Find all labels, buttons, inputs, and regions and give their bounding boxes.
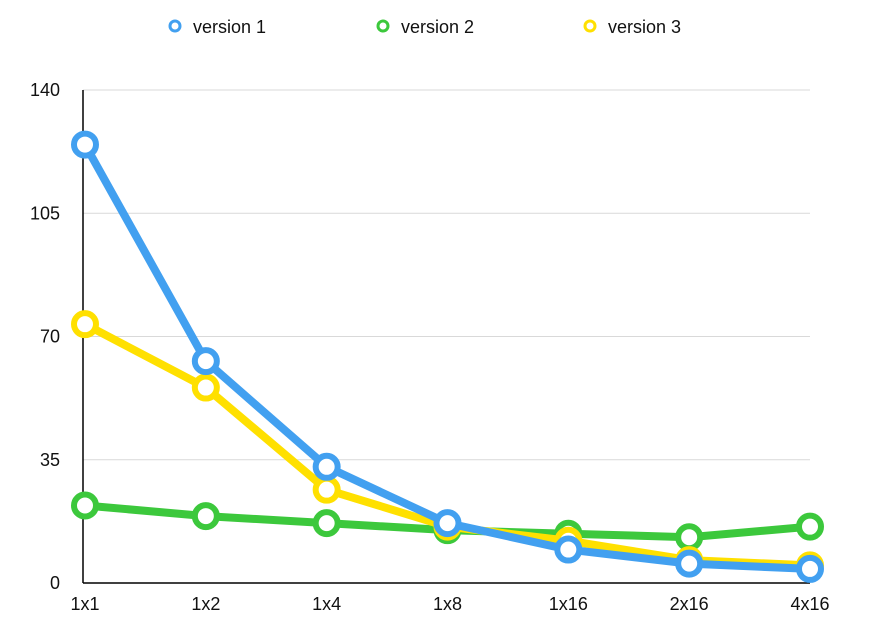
data-point xyxy=(312,509,341,538)
y-tick-label: 70 xyxy=(40,327,60,347)
data-point xyxy=(433,509,462,538)
data-point xyxy=(554,535,583,564)
legend-item: version 2 xyxy=(376,17,474,37)
data-point xyxy=(191,502,220,531)
x-tick-label: 1x16 xyxy=(549,594,588,614)
data-point xyxy=(796,512,824,541)
x-tick-label: 1x4 xyxy=(312,594,341,614)
data-point xyxy=(71,491,99,520)
data-point xyxy=(312,452,341,481)
legend-label: version 2 xyxy=(401,17,474,37)
y-tick-label: 140 xyxy=(30,80,60,100)
y-axis-tick-labels: 0 35 70 105 140 xyxy=(30,80,60,593)
series-version-1 xyxy=(71,130,824,583)
data-point xyxy=(312,475,341,504)
grid-lines xyxy=(83,89,810,461)
x-tick-label: 2x16 xyxy=(670,594,709,614)
legend-marker xyxy=(168,19,182,33)
data-point xyxy=(796,554,824,583)
legend: version 1 version 2 version 3 xyxy=(168,17,681,37)
legend-item: version 3 xyxy=(583,17,681,37)
legend-marker xyxy=(583,19,597,33)
y-tick-label: 35 xyxy=(40,450,60,470)
data-point xyxy=(191,347,220,376)
x-tick-label: 1x1 xyxy=(70,594,99,614)
y-tick-label: 105 xyxy=(30,203,60,223)
data-point xyxy=(191,373,220,402)
x-tick-label: 4x16 xyxy=(790,594,829,614)
legend-marker xyxy=(376,19,390,33)
data-point xyxy=(675,549,704,578)
x-tick-label: 1x2 xyxy=(191,594,220,614)
series-group xyxy=(71,130,824,583)
legend-item: version 1 xyxy=(168,17,266,37)
x-axis-tick-labels: 1x1 1x2 1x4 1x8 1x16 2x16 4x16 xyxy=(70,594,829,614)
data-point xyxy=(675,523,704,552)
x-tick-label: 1x8 xyxy=(433,594,462,614)
y-tick-label: 0 xyxy=(50,573,60,593)
legend-label: version 1 xyxy=(193,17,266,37)
legend-label: version 3 xyxy=(608,17,681,37)
data-point xyxy=(71,310,99,339)
data-point xyxy=(71,130,99,159)
